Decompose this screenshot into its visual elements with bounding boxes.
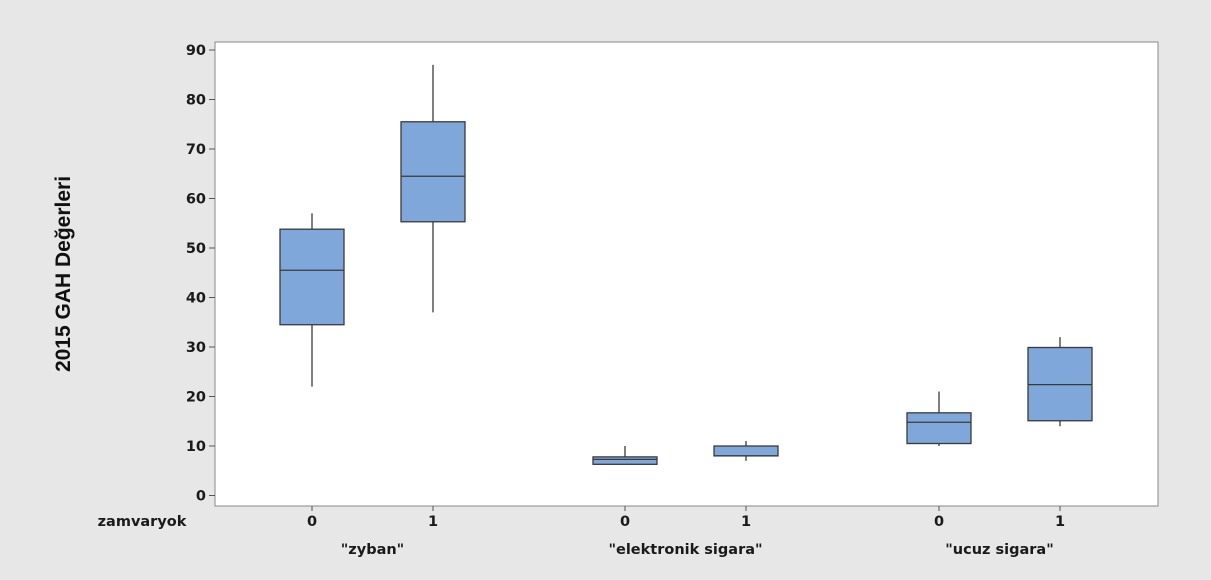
y-tick-label: 40 bbox=[186, 291, 206, 307]
x-row-label: zamvaryok bbox=[98, 514, 187, 530]
boxes bbox=[279, 64, 1093, 465]
box-2-1 bbox=[1027, 337, 1093, 427]
x-tick-label: 1 bbox=[741, 514, 751, 530]
box-iqr bbox=[906, 412, 972, 445]
group-label: "zyban" bbox=[341, 542, 405, 558]
x-tick-label: 1 bbox=[428, 514, 438, 530]
y-tick-label: 70 bbox=[186, 142, 206, 158]
y-tick-label: 60 bbox=[186, 192, 206, 208]
y-tick-label: 30 bbox=[186, 340, 206, 356]
x-tick-label: 0 bbox=[620, 514, 630, 530]
y-tick-label: 50 bbox=[186, 241, 206, 257]
group-label: "ucuz sigara" bbox=[945, 542, 1054, 558]
box-0-1 bbox=[400, 64, 466, 313]
box-iqr bbox=[279, 228, 345, 326]
y-axis-title: 2015 GAH Değerleri bbox=[52, 176, 75, 372]
x-axis: 0 1"zyban"0 1"elektronik sigara"0 1"ucuz si… bbox=[307, 506, 1065, 558]
plot-area bbox=[214, 41, 1159, 507]
box-0-0 bbox=[279, 213, 345, 387]
y-tick-label: 10 bbox=[186, 439, 206, 455]
box-iqr bbox=[713, 445, 779, 457]
x-tick-label: 1 bbox=[1055, 514, 1065, 530]
group-label: "elektronik sigara" bbox=[608, 542, 762, 558]
y-tick-label: 20 bbox=[186, 390, 206, 406]
y-axis: 0 10 20 30 40 50 60 70 80 90 bbox=[186, 43, 215, 505]
x-tick-label: 0 bbox=[307, 514, 317, 530]
box-2-0 bbox=[906, 391, 972, 446]
box-iqr bbox=[592, 456, 658, 465]
box-1-1 bbox=[713, 441, 779, 461]
y-tick-label: 90 bbox=[186, 43, 206, 59]
box-iqr bbox=[400, 121, 466, 223]
y-tick-label: 0 bbox=[196, 489, 206, 505]
box-1-0 bbox=[592, 446, 658, 465]
y-tick-label: 80 bbox=[186, 93, 206, 109]
x-tick-label: 0 bbox=[934, 514, 944, 530]
